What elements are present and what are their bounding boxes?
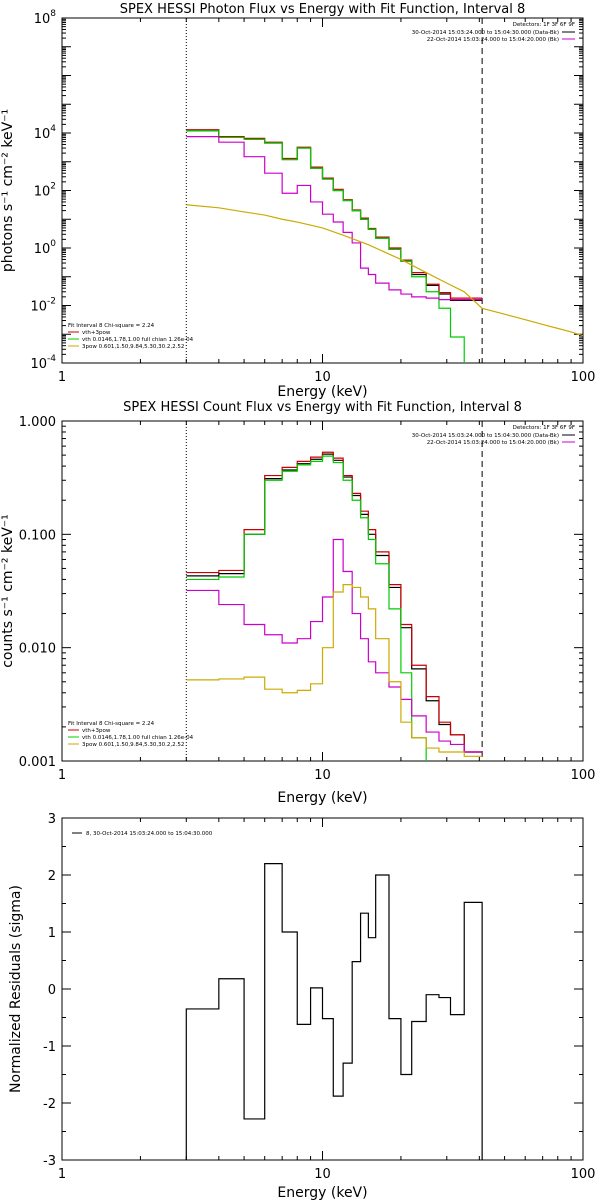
chart-title: SPEX HESSI Count Flux vs Energy with Fit…	[123, 400, 522, 415]
chart-panel-3: 1 10 100 -3 -2 -1 0 1 2 3 Energy (keV) Normalized R…	[8, 812, 595, 1200]
y-tick-label: 108	[34, 9, 57, 27]
legend-entry-label: 22-Oct-2014 15:03:24.000 to 15:04:20.000…	[427, 440, 559, 446]
x-tick-label: 1	[58, 768, 66, 783]
x-tick-label: 10	[314, 370, 331, 385]
series-line-3	[186, 455, 427, 761]
x-axis-label: Energy (keV)	[277, 790, 367, 806]
y-tick-label: 0.100	[19, 528, 56, 543]
chart-panel-2: SPEX HESSI Count Flux vs Energy with Fit…	[0, 400, 595, 806]
series-group	[186, 129, 583, 363]
series-line-2	[186, 129, 483, 299]
x-tick-label: 10	[314, 1167, 331, 1182]
y-tick-label: 104	[34, 124, 57, 142]
y-tick-label: 10-2	[30, 297, 56, 315]
legend-entry-label: 3pow 0.601,1.50,9.84,5.30,30.2,2.52	[82, 742, 184, 748]
series-line-2	[186, 451, 483, 753]
y-axis-label: photons s⁻¹ cm⁻² keV⁻¹	[0, 109, 16, 272]
y-tick-label: 1.000	[19, 415, 56, 430]
series-line-1	[186, 453, 483, 753]
y-tick-label: 0.001	[19, 755, 56, 770]
legend-entry-label: vth+3pow	[82, 728, 111, 734]
series-line-1	[185, 863, 483, 1160]
y-tick-label: 0	[48, 983, 56, 998]
fit-legend-title: Fit Interval 8 Chi-square = 2.24	[68, 721, 155, 727]
y-tick-label: -1	[43, 1040, 56, 1055]
y-tick-label: 10-4	[30, 354, 56, 372]
legend-entry-label: vth+3pow	[82, 330, 111, 336]
detector-legend-title: Detectors: 1F 3F 6F 9F	[513, 425, 575, 431]
y-tick-label: 2	[48, 869, 56, 884]
chart-panel-1: SPEX HESSI Photon Flux vs Energy with Fi…	[0, 2, 595, 400]
x-axis-label: Energy (keV)	[277, 384, 367, 400]
x-tick-label: 100	[571, 370, 596, 385]
fit-legend-title: Fit Interval 8 Chi-square = 2.24	[68, 323, 155, 329]
x-tick-label: 1	[58, 370, 66, 385]
x-tick-label: 1	[58, 1167, 66, 1182]
x-tick-label: 10	[314, 768, 331, 783]
series-line-5	[186, 584, 483, 757]
series-line-1	[186, 130, 483, 302]
series-line-4	[186, 538, 483, 753]
x-axis-label: Energy (keV)	[277, 1185, 367, 1200]
legend-entry-label: 22-Oct-2014 15:03:24.000 to 15:04:20.000…	[427, 37, 559, 43]
x-tick-label: 100	[571, 1167, 596, 1182]
plot-frame	[61, 420, 584, 762]
legend-entry-label: 30-Oct-2014 15:03:24.000 to 15:04:30.000…	[412, 433, 559, 439]
y-tick-label: 3	[48, 812, 56, 827]
legend-entry-label: 8, 30-Oct-2014 15:03:24.000 to 15:04:30.…	[86, 831, 213, 837]
y-tick-label: -2	[43, 1097, 56, 1112]
legend-entry-label: vth 0.0146,1.78,1.00 full chian 1.26e-04	[82, 337, 194, 343]
series-line-3	[186, 130, 465, 363]
y-tick-label: 100	[34, 239, 57, 257]
series-group	[185, 863, 483, 1160]
series-group	[186, 451, 483, 761]
y-tick-label: 0.010	[19, 642, 56, 657]
y-axis-label: counts s⁻¹ cm⁻² keV⁻¹	[0, 514, 16, 668]
chart-title: SPEX HESSI Photon Flux vs Energy with Fi…	[120, 2, 526, 17]
y-axis-label: Normalized Residuals (sigma)	[8, 885, 24, 1093]
legend-entry-label: 3pow 0.601,1.50,9.84,5.30,30.2,2.52	[82, 344, 184, 350]
y-tick-label: 102	[34, 182, 56, 200]
legend-entry-label: vth 0.0146,1.78,1.00 full chian 1.26e-04	[82, 735, 194, 741]
series-line-4	[186, 135, 483, 301]
y-tick-label: 1	[48, 926, 56, 941]
series-line-5	[186, 204, 583, 337]
detector-legend-title: Detectors: 1F 3F 6F 9F	[513, 22, 575, 28]
plot-frame	[61, 17, 584, 364]
x-tick-label: 100	[571, 768, 596, 783]
legend-entry-label: 30-Oct-2014 15:03:24.000 to 15:04:30.000…	[412, 30, 559, 36]
y-tick-label: -3	[43, 1154, 56, 1169]
